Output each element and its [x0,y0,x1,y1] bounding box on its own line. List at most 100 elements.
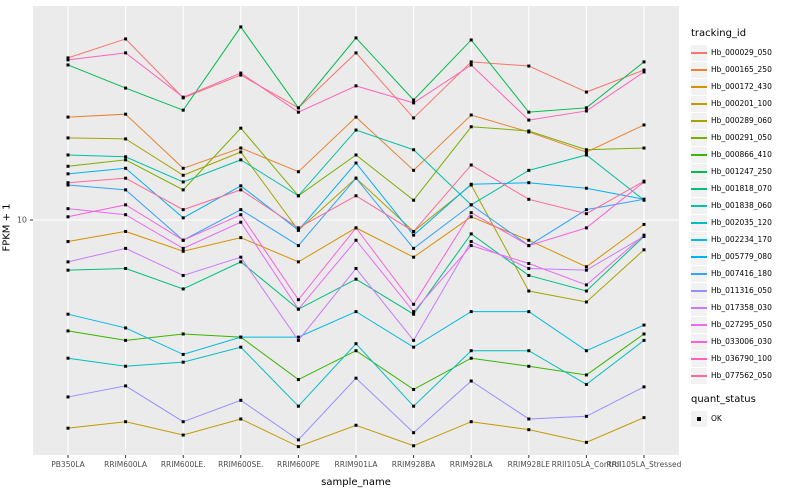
legend-key [691,146,707,163]
data-point [412,302,416,306]
data-point [469,349,473,353]
legend-item-label: Hb_036790_100 [711,354,772,363]
data-point [584,414,588,418]
data-point [124,86,128,90]
data-point [181,420,185,424]
data-point [412,312,416,316]
x-tick-label: RRIM600LA [104,460,148,469]
data-point [124,384,128,388]
data-point [527,417,531,421]
legend-item: Hb_036790_100 [691,350,799,367]
data-point [354,226,358,230]
data-point [239,150,243,154]
legend-item: Hb_000172_430 [691,78,799,95]
data-point [642,248,646,252]
legend-key-line [691,51,707,54]
data-point [124,420,128,424]
data-point [296,404,300,408]
legend-item: Hb_001247_250 [691,163,799,180]
data-point [412,101,416,105]
legend-key-line [691,204,707,207]
data-point [296,244,300,248]
legend-item: Hb_000291_050 [691,129,799,146]
legend-item: Hb_000289_060 [691,112,799,129]
legend-item: Hb_005779_080 [691,248,799,265]
legend-key [691,350,707,367]
data-point [124,166,128,170]
data-point [66,56,70,60]
data-point [239,126,243,130]
data-point [296,378,300,382]
data-point [239,25,243,29]
legend-key-line [691,102,707,105]
data-point [412,345,416,349]
data-point [354,238,358,242]
data-point [469,215,473,219]
data-point [412,116,416,120]
legend-shape-entries: OK [691,410,799,427]
data-point [66,395,70,399]
legend-key-line [691,153,707,156]
data-point [527,118,531,122]
legend-key-line [691,255,707,258]
data-point [354,266,358,270]
data-point [469,240,473,244]
legend-item-label: Hb_033006_030 [711,337,772,346]
data-point [66,240,70,244]
data-point [181,273,185,277]
data-point [239,260,243,264]
data-point [469,244,473,248]
data-point [584,373,588,377]
data-point [412,198,416,202]
legend-key [691,163,707,180]
data-point [296,338,300,342]
legend-key-line [691,272,707,275]
legend-key-line [691,323,707,326]
filled-square-point-icon [697,416,701,421]
data-point [66,181,70,185]
data-point [469,125,473,129]
data-point [181,249,185,253]
y-axis-title: FPKM + 1 [1,203,13,252]
data-point [584,90,588,94]
data-point [584,148,588,152]
data-point [527,238,531,242]
legend-item-label: Hb_000866_410 [711,150,772,159]
legend-item-label: Hb_005779_080 [711,252,772,261]
data-point [296,438,300,442]
legend-key [691,95,707,112]
legend-item: Hb_011316_050 [691,282,799,299]
data-point [527,181,531,185]
legend-key [691,61,707,78]
data-point [642,332,646,336]
data-point [124,213,128,217]
data-point [354,376,358,380]
data-point [584,212,588,216]
data-point [469,232,473,236]
data-point [124,338,128,342]
data-point [296,194,300,198]
data-point [124,112,128,116]
data-point [239,213,243,217]
data-point [584,268,588,272]
data-point [642,70,646,74]
legend-item-label: Hb_000291_050 [711,133,772,142]
data-point [469,163,473,167]
data-point [124,155,128,159]
data-point [124,37,128,41]
legend-key [691,367,707,384]
data-point [239,188,243,192]
data-point [124,51,128,55]
legend-key [691,214,707,231]
legend-key-line [691,119,707,122]
legend-key-line [691,85,707,88]
data-point [527,273,531,277]
legend-item-label: Hb_002035_120 [711,218,772,227]
data-point [642,68,646,72]
legend-key-line [691,306,707,309]
data-point [296,307,300,311]
data-point [124,266,128,270]
data-point [354,128,358,132]
data-point [584,186,588,190]
data-point [66,356,70,360]
